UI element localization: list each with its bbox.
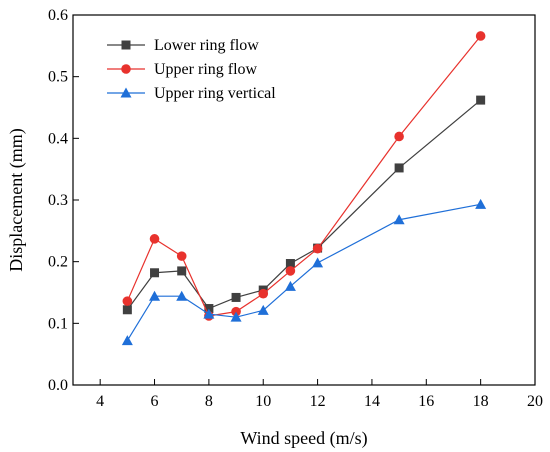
y-tick-label: 0.5 bbox=[48, 69, 68, 86]
x-tick-label: 12 bbox=[310, 393, 326, 410]
data-point bbox=[258, 288, 269, 299]
data-point bbox=[285, 266, 296, 276]
data-point bbox=[150, 268, 160, 278]
data-point bbox=[394, 131, 404, 142]
data-point bbox=[231, 292, 241, 302]
x-tick-label: 14 bbox=[364, 393, 380, 410]
x-tick-label: 20 bbox=[527, 393, 543, 410]
data-point bbox=[394, 163, 404, 173]
data-point bbox=[231, 306, 241, 317]
series-line bbox=[126, 203, 481, 341]
legend-item: Lower ring flow bbox=[107, 37, 259, 54]
x-tick-label: 6 bbox=[151, 393, 159, 410]
data-point bbox=[393, 214, 405, 225]
series-lower-ring-flow bbox=[122, 95, 486, 315]
series-upper-ring-vertical bbox=[121, 198, 487, 346]
data-point bbox=[149, 234, 160, 244]
legend-item: Upper ring vertical bbox=[107, 85, 276, 102]
data-point bbox=[476, 95, 486, 105]
x-tick-label: 18 bbox=[473, 393, 489, 410]
data-point bbox=[122, 296, 133, 306]
legend-marker bbox=[120, 87, 132, 98]
x-axis-title: Wind speed (m/s) bbox=[240, 428, 367, 449]
data-point bbox=[149, 290, 161, 301]
x-tick-label: 8 bbox=[205, 393, 213, 410]
legend-marker bbox=[121, 64, 131, 74]
series-group bbox=[121, 31, 487, 346]
axis-ticks: 4 6 8 10 12 14 16 18 20 0.0 0.1 0.2 0.3 0.4 0.5 0.6 bbox=[48, 7, 543, 410]
series-line bbox=[126, 35, 482, 317]
y-tick-label: 0.1 bbox=[48, 315, 68, 332]
data-point bbox=[121, 335, 133, 346]
data-point bbox=[257, 304, 269, 315]
legend: Lower ring flow Upper ring flow Upper ring… bbox=[107, 37, 276, 102]
data-point bbox=[122, 305, 132, 315]
plot-frame bbox=[72, 14, 536, 386]
x-tick-label: 4 bbox=[96, 393, 104, 410]
data-point bbox=[312, 243, 323, 254]
legend-marker bbox=[121, 40, 131, 50]
data-point bbox=[230, 311, 242, 322]
data-point bbox=[285, 259, 295, 269]
y-tick-label: 0.4 bbox=[48, 130, 68, 147]
data-point bbox=[475, 31, 486, 41]
data-point bbox=[203, 308, 215, 319]
data-point bbox=[176, 251, 187, 261]
x-tick-label: 16 bbox=[418, 393, 434, 410]
x-tick-label: 10 bbox=[255, 393, 271, 410]
legend-item: Upper ring flow bbox=[107, 61, 258, 78]
y-tick-label: 0.0 bbox=[48, 377, 68, 394]
y-tick-label: 0.2 bbox=[48, 254, 68, 271]
data-point bbox=[204, 304, 214, 314]
y-axis-title: Displacement (mm) bbox=[6, 128, 27, 271]
data-point bbox=[176, 290, 188, 301]
legend-label: Lower ring flow bbox=[154, 37, 259, 54]
series-line bbox=[126, 99, 482, 311]
y-tick-label: 0.3 bbox=[48, 192, 68, 209]
data-point bbox=[312, 257, 324, 268]
data-point bbox=[475, 198, 487, 209]
y-tick-label: 0.6 bbox=[48, 7, 68, 24]
legend-label: Upper ring flow bbox=[154, 61, 258, 78]
data-point bbox=[284, 280, 296, 291]
legend-label: Upper ring vertical bbox=[154, 85, 276, 102]
data-point bbox=[177, 266, 187, 276]
